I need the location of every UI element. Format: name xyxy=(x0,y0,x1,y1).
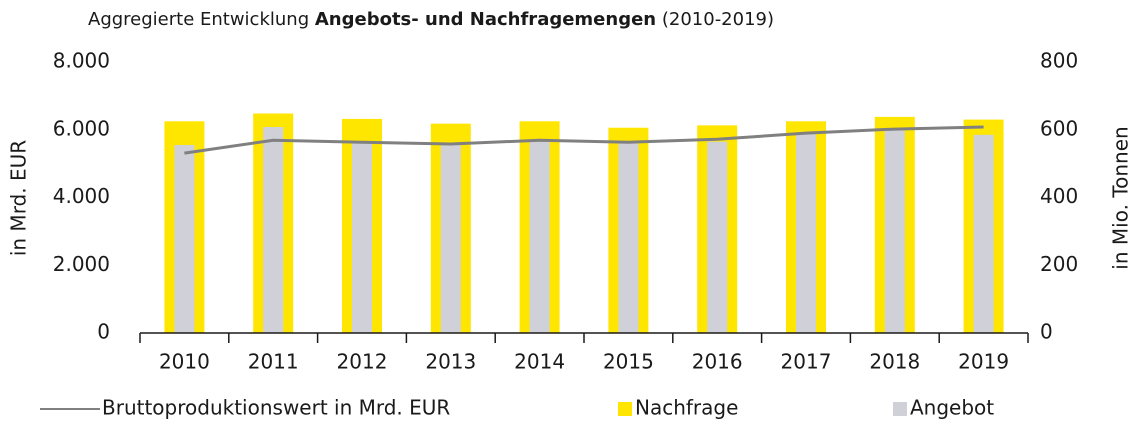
legend-swatch xyxy=(893,402,907,416)
x-tick-label: 2017 xyxy=(781,350,832,374)
bar xyxy=(618,143,639,333)
x-tick-label: 2013 xyxy=(425,350,476,374)
y2-tick-label: 200 xyxy=(1040,252,1078,276)
bar xyxy=(973,134,994,333)
x-tick-label: 2015 xyxy=(603,350,654,374)
title-part: Angebots- und Nachfragemengen xyxy=(315,9,656,30)
legend-label: Nachfrage xyxy=(635,396,738,420)
x-tick-label: 2019 xyxy=(958,350,1009,374)
x-tick-label: 2016 xyxy=(692,350,743,374)
bar xyxy=(796,134,816,333)
title-part: (2010-2019) xyxy=(662,9,774,30)
y2-tick-label: 400 xyxy=(1040,184,1078,208)
x-tick-label: 2011 xyxy=(248,350,299,374)
x-tick-label: 2012 xyxy=(337,350,388,374)
bar xyxy=(529,141,550,333)
y2-axis-label: in Mio. Tonnen xyxy=(1109,126,1133,269)
y2-tick-label: 800 xyxy=(1040,49,1078,73)
chart-title: Aggregierte Entwicklung Angebots- und Na… xyxy=(88,9,774,30)
y-tick-label: 8.000 xyxy=(53,49,110,73)
y2-tick-label: 600 xyxy=(1040,116,1078,140)
line-series xyxy=(184,125,984,155)
bar xyxy=(263,127,284,333)
bar xyxy=(884,128,905,333)
x-tick-label: 2018 xyxy=(869,350,920,374)
y-tick-label: 2.000 xyxy=(53,252,110,276)
bar xyxy=(707,141,728,333)
y2-tick-label: 0 xyxy=(1040,320,1053,344)
y-axis-label: in Mrd. EUR xyxy=(7,140,31,256)
x-tick-label: 2010 xyxy=(159,350,210,374)
x-tick-label: 2014 xyxy=(514,350,565,374)
legend-label: Bruttoproduktionswert in Mrd. EUR xyxy=(102,396,450,420)
legend-swatch xyxy=(618,402,632,416)
legend-label: Angebot xyxy=(910,396,994,420)
y-tick-label: 6.000 xyxy=(53,116,110,140)
title-part: Aggregierte Entwicklung xyxy=(88,9,309,30)
bar xyxy=(174,144,195,333)
y-tick-label: 0 xyxy=(97,320,110,344)
bar xyxy=(352,141,372,333)
bar xyxy=(440,144,461,333)
y-tick-label: 4.000 xyxy=(53,184,110,208)
